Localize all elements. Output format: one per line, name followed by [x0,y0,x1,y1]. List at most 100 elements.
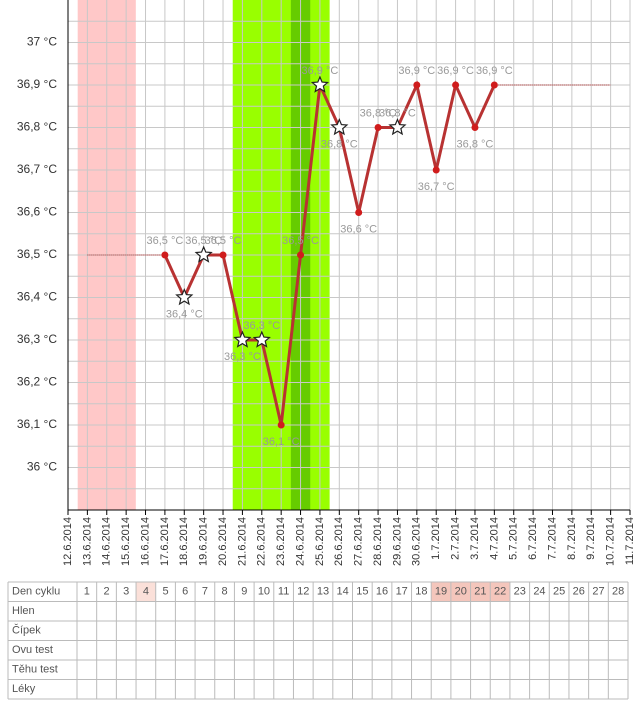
data-label: 36,7 °C [418,181,455,193]
star-point [310,75,330,93]
y-tick-label: 36,1 °C [17,417,57,431]
x-tick-label: 16.6.2014 [139,517,151,566]
data-label: 36,5 °C [282,235,319,247]
x-tick-label: 17.6.2014 [159,517,171,566]
x-tick-label: 9.7.2014 [585,517,597,560]
data-label: 36,9 °C [398,65,435,77]
data-label: 36,8 °C [360,107,397,119]
star-point [330,117,349,136]
y-tick-label: 36 °C [27,460,57,474]
x-tick-label: 29.6.2014 [391,517,403,566]
y-tick-label: 36,8 °C [17,120,57,134]
x-tick-label: 4.7.2014 [488,517,500,560]
x-tick-label: 21.6.2014 [236,517,248,566]
day-highlight [470,582,491,602]
data-label: 36,3 °C [224,351,261,363]
data-label: 36,1 °C [263,436,300,448]
day-number: 20 [455,586,467,598]
x-tick-label: 26.6.2014 [333,517,345,566]
day-number: 24 [533,586,545,598]
point [355,209,363,216]
day-highlight [450,582,471,602]
day-number: 1 [84,586,90,598]
data-label: 36,9 °C [437,65,474,77]
day-number: 13 [317,586,329,598]
point [374,124,382,131]
x-tick-label: 24.6.2014 [294,517,306,566]
day-number: 12 [297,586,309,598]
data-label: 36,8 °C [321,138,358,150]
star-point [233,330,252,348]
day-number: 9 [241,586,247,598]
point [277,421,285,429]
x-tick-label: 20.6.2014 [217,517,229,566]
x-tick-label: 15.6.2014 [120,517,132,566]
star-point [175,287,194,306]
x-tick-label: 28.6.2014 [372,517,384,566]
day-number: 2 [103,586,109,598]
day-number: 26 [573,586,585,598]
day-number: 8 [222,586,228,598]
day-number: 23 [514,586,526,598]
point [490,81,498,89]
day-highlight [431,582,451,602]
data-label: 36,3 °C [243,320,280,332]
day-number: 10 [258,586,270,598]
x-tick-label: 1.7.2014 [430,517,442,560]
data-label: 36,4 °C [166,308,203,320]
star-point [194,245,213,263]
point [219,251,227,259]
day-number: 25 [553,586,565,598]
x-tick-label: 2.7.2014 [449,517,461,560]
row-header: Den cyklu [12,586,60,598]
data-label: 36,9 °C [302,65,339,77]
data-label: 36,5 °C [146,235,183,247]
data-label: 36,6 °C [340,223,377,235]
x-tick-label: 5.7.2014 [508,517,520,560]
x-tick-label: 27.6.2014 [353,517,365,566]
star-point [388,117,407,136]
day-number: 4 [143,586,149,598]
data-label: 36,8 °C [379,107,416,119]
x-tick-label: 3.7.2014 [469,517,481,560]
day-number: 27 [592,586,604,598]
x-tick-label: 22.6.2014 [256,517,268,566]
day-number: 28 [612,586,624,598]
x-tick-label: 8.7.2014 [566,517,578,560]
row-label: Ovu test [12,644,53,656]
point [452,81,460,89]
day-number: 18 [415,586,427,598]
day-number: 22 [494,586,506,598]
y-tick-label: 36,2 °C [17,375,57,389]
y-tick-label: 36,4 °C [17,290,57,304]
day-number: 16 [376,586,388,598]
x-tick-label: 6.7.2014 [527,517,539,560]
x-tick-label: 13.6.2014 [81,517,93,566]
point [471,124,479,131]
day-highlight [490,582,510,602]
day-number: 11 [278,586,289,598]
day-number: 5 [162,586,168,598]
data-label: 36,9 °C [476,65,513,77]
x-tick-label: 18.6.2014 [178,517,190,566]
day-number: 21 [474,586,486,598]
y-tick-label: 36,7 °C [17,162,57,176]
day-highlight [136,582,156,602]
day-number: 19 [435,586,447,598]
row-label: Hlen [12,605,35,617]
x-tick-label: 7.7.2014 [546,517,558,560]
data-label: 36,5 °C [185,235,222,247]
y-tick-label: 36,5 °C [17,247,57,261]
point [432,166,440,174]
y-tick-label: 37 °C [27,35,57,49]
star-point [252,330,271,348]
point [413,81,421,89]
point [297,251,305,259]
row-label: Čípek [12,624,41,637]
day-number: 7 [202,586,208,598]
day-number: 14 [337,586,349,598]
x-tick-label: 10.7.2014 [605,517,617,566]
row-label: Léky [12,683,36,695]
x-tick-label: 23.6.2014 [275,517,287,566]
